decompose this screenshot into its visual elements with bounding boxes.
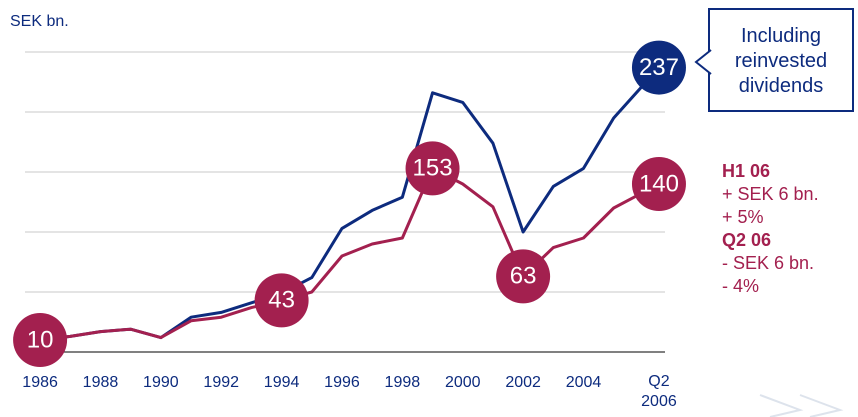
- annotation-heading: H1 06: [722, 161, 771, 181]
- x-tick-label: 2000: [445, 374, 481, 391]
- data-bubble: [631, 157, 686, 211]
- data-label: 140: [639, 170, 679, 197]
- data-bubble: [254, 273, 309, 328]
- data-label: 237: [639, 54, 679, 81]
- x-tick-label: 1986: [22, 374, 58, 391]
- series-line: [39, 66, 661, 342]
- data-label: 10: [27, 326, 54, 353]
- y-axis-label: SEK bn.: [10, 13, 69, 30]
- x-tick-label: 1990: [143, 374, 179, 391]
- annotation-line: + 5%: [722, 207, 764, 227]
- x-tick-label: 1988: [83, 374, 119, 391]
- x-tick-label: 2004: [566, 374, 602, 391]
- series-line: [39, 166, 660, 342]
- data-bubble: [405, 141, 460, 196]
- annotation-line: + SEK 6 bn.: [722, 184, 819, 204]
- data-bubble: [13, 313, 68, 367]
- legend-callout: Including reinvested dividends: [708, 8, 854, 112]
- x-tick-label: 1996: [324, 374, 360, 391]
- data-label: 153: [413, 155, 453, 182]
- x-tick-label: 1998: [385, 374, 421, 391]
- decoration: [759, 394, 844, 417]
- annotation-heading: Q2 06: [722, 230, 772, 250]
- annotation-line: - 4%: [722, 276, 760, 296]
- data-bubble: [496, 249, 551, 304]
- callout-notch: [694, 49, 712, 75]
- x-tick-label: 2002: [505, 374, 541, 391]
- data-bubble: [631, 40, 686, 95]
- x-tick-label: 1992: [203, 374, 239, 391]
- annotation-line: - SEK 6 bn.: [722, 253, 815, 273]
- data-label: 63: [510, 263, 537, 290]
- annotation: H1 06 + SEK 6 bn. + 5% Q2 06 - SEK 6 bn. - 4%: [722, 160, 819, 298]
- x-tick-label: 1994: [264, 374, 300, 391]
- data-label: 43: [268, 287, 295, 314]
- x-tick-label: Q2 2006: [641, 373, 677, 410]
